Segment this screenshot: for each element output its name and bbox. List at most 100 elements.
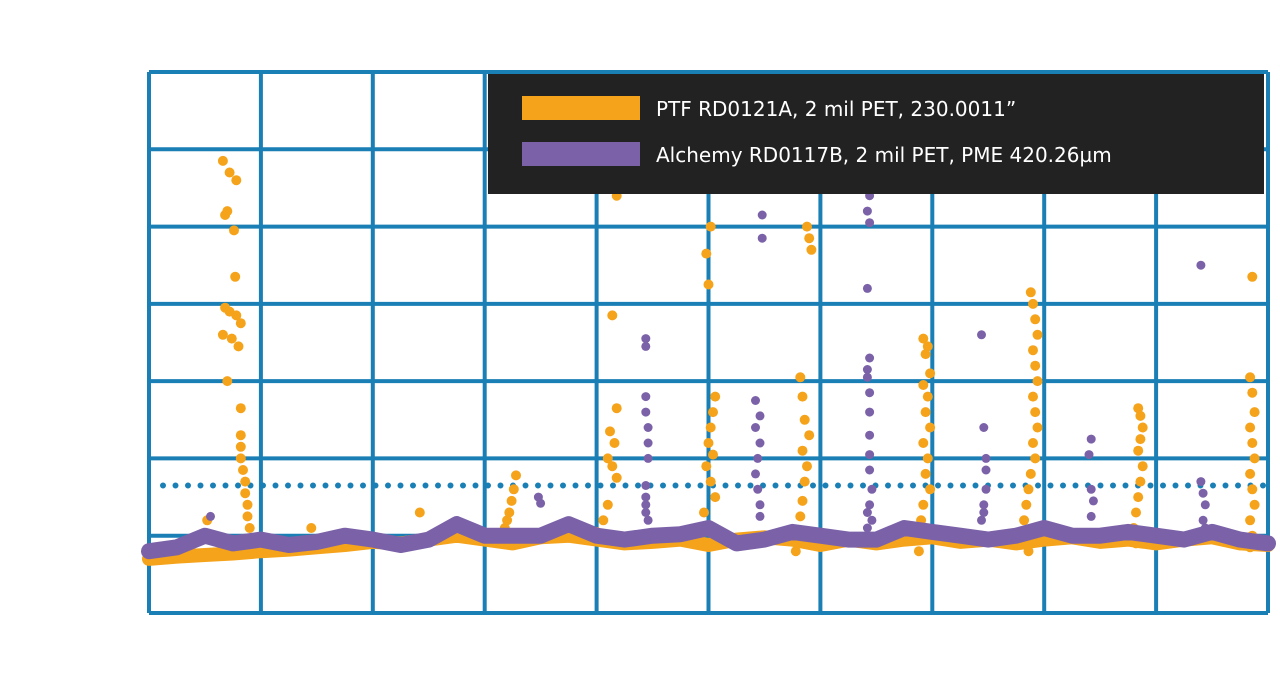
series-2-point <box>753 453 763 463</box>
series-2-point <box>1198 488 1208 498</box>
series-1-point <box>918 380 929 390</box>
series-2 <box>141 171 1276 560</box>
series-1-point <box>1245 422 1256 433</box>
series-1-point <box>238 465 248 475</box>
series-2-point <box>862 283 872 293</box>
series-1-point <box>240 488 251 499</box>
series-2-point <box>641 492 651 502</box>
series-1-point <box>797 445 808 456</box>
series-1-point <box>710 492 721 503</box>
series-1-point <box>1030 314 1041 325</box>
series-1-point <box>235 430 246 441</box>
series-2-point <box>1196 260 1206 270</box>
series-1-point <box>609 438 620 448</box>
series-2-point <box>979 423 989 432</box>
series-1-point <box>1249 499 1260 510</box>
series-2-point <box>641 392 651 402</box>
series-2-point <box>865 500 875 510</box>
series-1-point <box>1023 484 1034 495</box>
series-1-point <box>222 376 233 387</box>
series-1-point <box>804 430 815 441</box>
series-1-point <box>230 271 241 282</box>
series-1-point <box>922 341 933 352</box>
series-2-point <box>981 465 991 475</box>
series-1-point <box>1247 438 1258 448</box>
series-1-point <box>920 468 931 479</box>
legend-label-series-1: PTF RD0121A, 2 mil PET, 230.0011” <box>656 97 1016 121</box>
series-1-point <box>925 422 936 433</box>
series-1-point <box>918 333 929 344</box>
series-1-point <box>502 515 513 526</box>
series-2-point <box>757 233 767 243</box>
series-1-point <box>217 155 228 166</box>
series-1-point <box>799 414 810 425</box>
series-1-point <box>708 407 718 418</box>
series-1-point <box>1028 298 1038 309</box>
series-2-point <box>641 407 651 417</box>
series-2-point <box>865 353 875 363</box>
series-2-point <box>979 508 989 517</box>
series-2-point <box>1086 484 1096 494</box>
series-2-point <box>862 206 872 216</box>
series-2-point <box>751 396 760 405</box>
series-1-point <box>1137 422 1148 433</box>
series-2-point <box>641 481 651 490</box>
series-1-point <box>1028 345 1038 356</box>
series-2-point <box>643 438 653 448</box>
series-1-point <box>1025 468 1036 479</box>
series-1-point <box>504 507 515 518</box>
series-1-point <box>602 499 613 510</box>
series-2-point <box>206 511 215 521</box>
series-1-point <box>918 438 929 448</box>
series-2-point <box>1084 450 1094 460</box>
plot-area <box>141 155 1276 566</box>
series-1-point <box>1032 329 1043 340</box>
series-1-point <box>802 221 812 232</box>
series-2-point <box>751 423 760 432</box>
series-1-point <box>242 499 253 510</box>
series-1-point <box>1032 376 1043 387</box>
series-2-point <box>641 508 651 517</box>
series-1-point <box>913 546 924 557</box>
series-2-point <box>865 465 875 475</box>
series-2-point <box>755 511 765 521</box>
series-1-point <box>710 391 721 402</box>
series-1-point <box>795 372 806 383</box>
series-1-point <box>1137 461 1148 472</box>
series-1-point <box>705 476 716 487</box>
series-1-point <box>226 333 237 344</box>
series-2-point <box>1088 496 1098 506</box>
legend-swatch-series-2 <box>522 142 640 166</box>
series-1-point <box>414 507 425 518</box>
series-1-point <box>802 461 812 472</box>
series-1-point <box>703 438 714 448</box>
series-1-point <box>235 403 246 414</box>
series-2-point <box>643 423 653 432</box>
series-2-point <box>979 500 989 510</box>
series-2-point <box>862 372 872 382</box>
series-2-point <box>1200 523 1210 533</box>
series-2-point <box>1196 477 1206 487</box>
series-1-point <box>699 507 709 518</box>
series-1-point <box>1030 453 1041 464</box>
series-2-point <box>865 430 875 440</box>
series-1-point <box>920 349 931 360</box>
series-1-point <box>1247 271 1258 282</box>
series-1-point <box>1249 453 1260 464</box>
series-1-point <box>235 453 246 464</box>
series-1-point <box>611 472 622 483</box>
series-1-point <box>708 449 718 460</box>
series-2-point <box>643 515 653 525</box>
series-1-point <box>1245 468 1256 479</box>
series-1-point <box>244 523 255 533</box>
series-1-point <box>1131 507 1141 518</box>
series-1-point <box>1025 287 1036 298</box>
series-1-point <box>922 453 933 464</box>
series-2-point <box>755 411 765 421</box>
series-1-point <box>1249 407 1260 418</box>
series-1-point <box>701 461 712 472</box>
series-2-point <box>981 453 991 463</box>
series-2-point <box>641 334 651 344</box>
legend-background <box>488 74 1264 194</box>
series-2-point <box>1086 434 1096 444</box>
